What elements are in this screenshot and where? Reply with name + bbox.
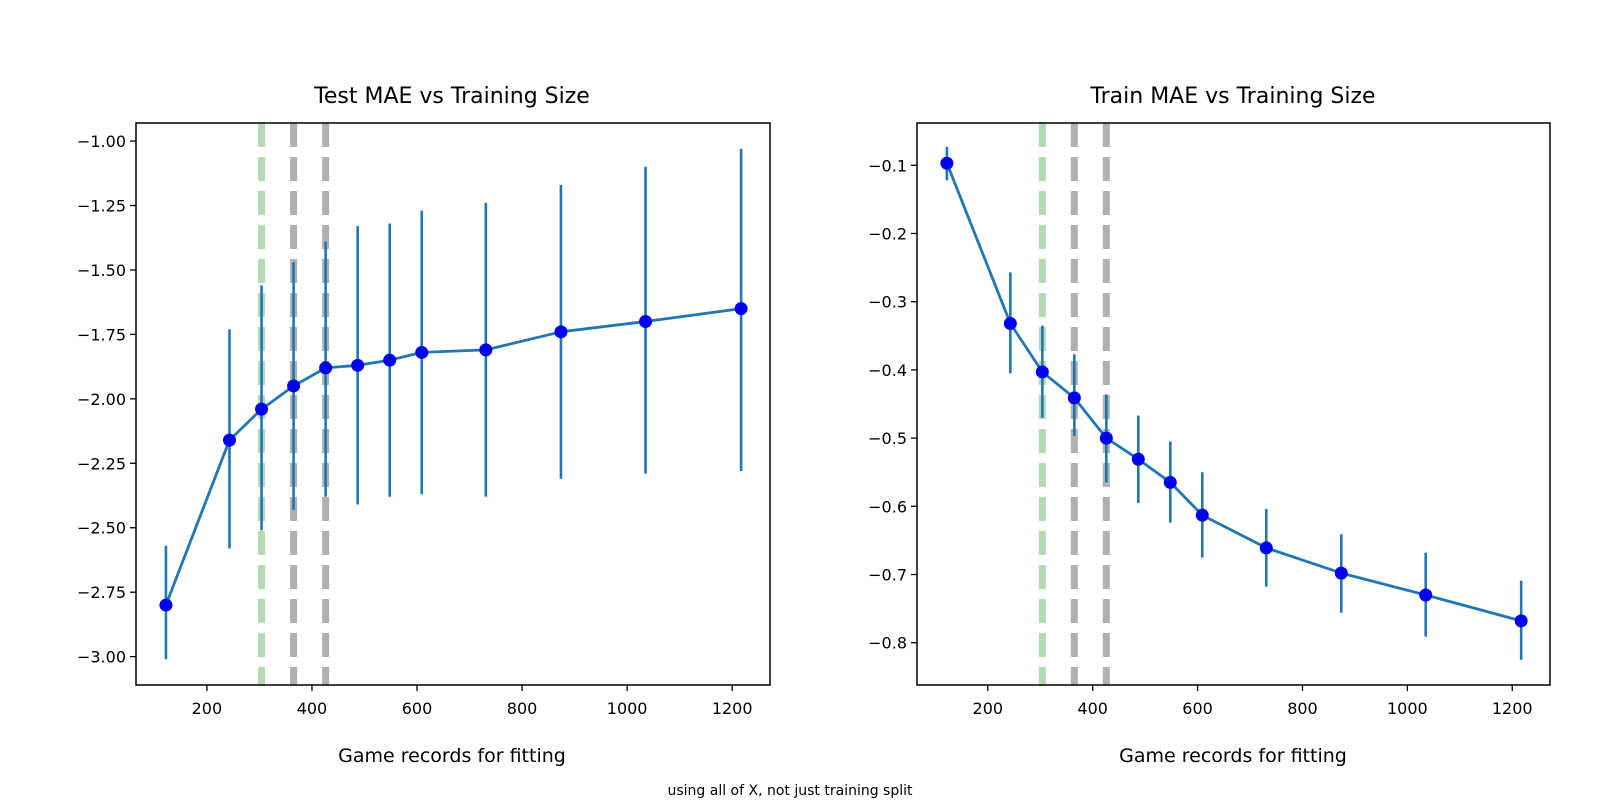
data-point [1419, 588, 1433, 602]
x-axis-label: Game records for fitting [1119, 745, 1347, 767]
y-axis-ticks: −3.00 −2.75 −2.50 −2.25 −2.00 −1.75 −1.50 −1.25… [77, 132, 136, 667]
x-axis-ticks: 200 400 600 800 1000 1200 [973, 685, 1533, 718]
plot-area-border [916, 122, 1551, 686]
data-point [479, 343, 493, 357]
data-point [1099, 431, 1113, 445]
data-point [222, 433, 236, 447]
data-point [1131, 452, 1145, 466]
x-tick-label: 200 [192, 699, 223, 718]
y-tick-label: −2.00 [77, 390, 126, 409]
x-axis-ticks: 200 400 600 800 1000 1200 [192, 685, 753, 718]
x-tick-label: 200 [973, 699, 1004, 718]
data-point [159, 598, 173, 612]
chart-title: Test MAE vs Training Size [313, 84, 590, 109]
data-point [1163, 475, 1177, 489]
data-markers [940, 156, 1528, 628]
data-point [1003, 317, 1017, 331]
data-point [351, 358, 365, 372]
y-tick-label: −1.50 [77, 261, 126, 280]
data-point [1514, 614, 1528, 628]
data-point [287, 379, 301, 393]
y-tick-label: −3.00 [77, 648, 126, 667]
y-tick-label: −0.4 [868, 361, 907, 380]
series-line [164, 307, 742, 606]
axes-frame [916, 122, 1551, 686]
y-tick-label: −1.75 [77, 325, 126, 344]
data-point [1259, 541, 1273, 555]
data-point [554, 325, 568, 339]
data-point [734, 302, 748, 316]
y-tick-label: −2.50 [77, 519, 126, 538]
data-point [940, 156, 954, 170]
x-tick-label: 1000 [1387, 699, 1428, 718]
x-tick-label: 600 [402, 699, 433, 718]
data-markers [159, 302, 748, 612]
train-mae-panel: Train MAE vs Training Size 200 400 600 800 1… [868, 84, 1551, 767]
series-line-group [945, 162, 1522, 623]
data-point [319, 361, 333, 375]
plot-area-border [135, 122, 771, 686]
y-tick-label: −0.8 [868, 634, 907, 653]
figure-caption: using all of X, not just training split [667, 783, 913, 799]
data-point [1035, 365, 1049, 379]
x-tick-label: 1000 [607, 699, 648, 718]
chart-title: Train MAE vs Training Size [1089, 84, 1375, 109]
x-tick-label: 800 [1287, 699, 1318, 718]
data-point [639, 315, 653, 329]
data-point [255, 402, 269, 416]
y-tick-label: −0.5 [868, 429, 907, 448]
y-tick-label: −0.1 [868, 156, 907, 175]
x-tick-label: 600 [1182, 699, 1213, 718]
x-tick-label: 1200 [1492, 699, 1533, 718]
x-axis-label: Game records for fitting [338, 745, 566, 767]
x-tick-label: 800 [507, 699, 538, 718]
series-line-group [164, 307, 742, 606]
data-point [1334, 566, 1348, 580]
data-point [1067, 391, 1081, 405]
y-tick-label: −1.00 [77, 132, 126, 151]
data-point [1195, 508, 1209, 522]
y-tick-label: −2.75 [77, 583, 126, 602]
test-mae-panel: Test MAE vs Training Size 200 400 600 800 10… [77, 84, 771, 767]
x-tick-label: 400 [1077, 699, 1108, 718]
y-axis-ticks: −0.8 −0.7 −0.6 −0.5 −0.4 −0.3 −0.2 −0.1 [868, 156, 917, 653]
y-tick-label: −0.7 [868, 566, 907, 585]
axes-frame [135, 122, 771, 686]
data-point [383, 353, 397, 367]
y-tick-label: −0.3 [868, 293, 907, 312]
data-point [415, 345, 429, 359]
y-tick-label: −1.25 [77, 196, 126, 215]
y-tick-label: −2.25 [77, 454, 126, 473]
x-tick-label: 1200 [712, 699, 753, 718]
x-tick-label: 400 [297, 699, 328, 718]
series-line [945, 162, 1522, 623]
y-tick-label: −0.2 [868, 224, 907, 243]
y-tick-label: −0.6 [868, 497, 907, 516]
